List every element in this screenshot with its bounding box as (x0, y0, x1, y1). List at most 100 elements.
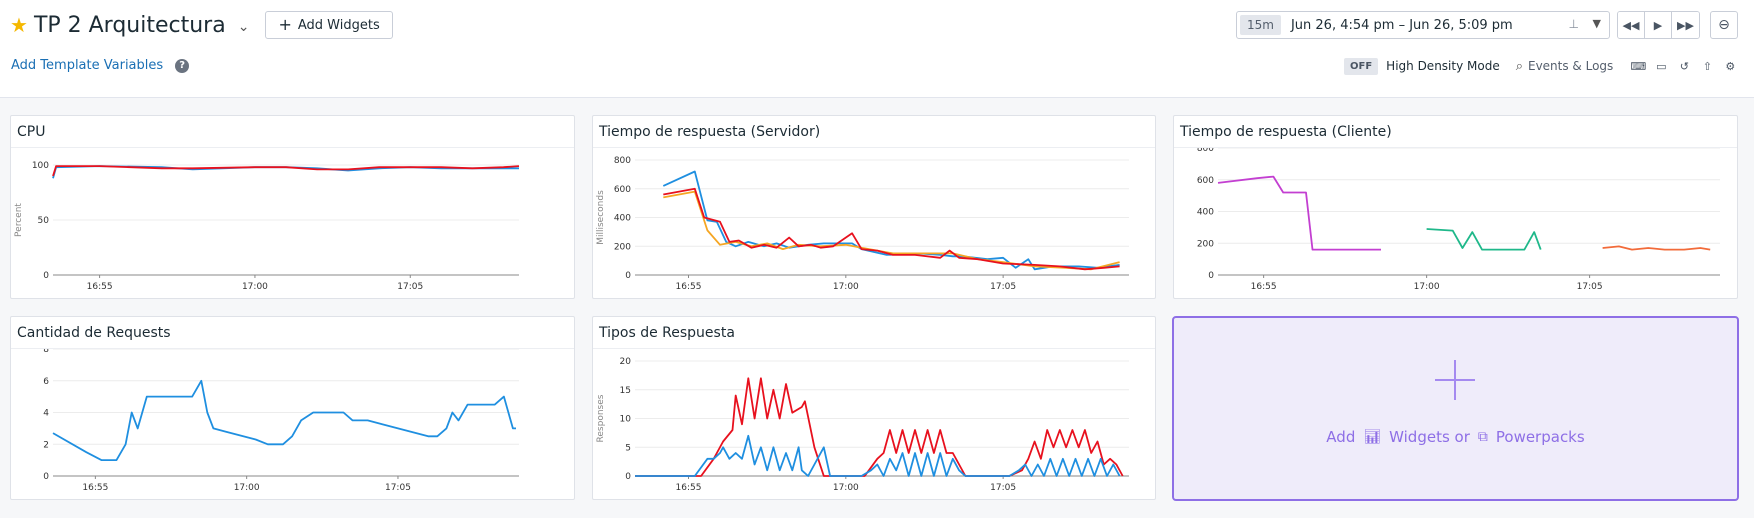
x-tick-label: 17:05 (1577, 282, 1603, 292)
add-widget-placeholder[interactable]: Add 📊︎ Widgets or ⧉ Powerpacks (1172, 316, 1739, 501)
y-tick-label: 400 (614, 214, 631, 224)
y-tick-label: 800 (1197, 148, 1214, 154)
plus-icon (1435, 360, 1475, 400)
y-tick-label: 600 (1197, 176, 1214, 186)
placeholder-add: Add (1326, 428, 1356, 446)
export-icon[interactable]: ⇧ (1702, 59, 1712, 73)
response-types-chart: 0 5 10 15 20 16:55 17:00 17:05 Responses (596, 357, 1129, 493)
series-line-2 (1602, 245, 1711, 251)
y-tick-label: 8 (43, 349, 49, 355)
placeholder-powerpacks[interactable]: Powerpacks (1495, 428, 1585, 446)
widget-title: Cantidad de Requests (17, 325, 171, 341)
dashboard-header: ★ TP 2 Arquitectura ⌄ + Add Widgets Add … (0, 0, 1754, 98)
dashboard-title[interactable]: TP 2 Arquitectura (33, 12, 226, 38)
widget-cpu[interactable]: CPU 0 50 100 16:55 17:00 17:05 Percent (10, 115, 575, 299)
time-range-text: Jun 26, 4:54 pm – Jun 26, 5:09 pm (1290, 17, 1513, 33)
plus-icon: + (278, 15, 292, 34)
y-axis-label: Milliseconds (596, 190, 606, 245)
widget-title: Tipos de Respuesta (599, 325, 735, 341)
chevron-down-icon[interactable]: ▼ (1592, 17, 1601, 30)
star-icon[interactable]: ★ (10, 13, 28, 37)
widget-title: CPU (17, 124, 46, 140)
time-range-selector[interactable]: 15m Jun 26, 4:54 pm – Jun 26, 5:09 pm ⊥ … (1236, 11, 1610, 39)
play-icon[interactable]: ▶ (1645, 12, 1672, 38)
density-toggle[interactable]: OFF (1344, 57, 1379, 75)
add-widgets-label: Add Widgets (297, 17, 380, 33)
x-tick-label: 17:00 (242, 282, 268, 292)
x-tick-label: 17:05 (397, 282, 423, 292)
x-tick-label: 16:55 (676, 483, 702, 493)
placeholder-widgets[interactable]: Widgets or (1389, 428, 1470, 446)
series-line-1 (635, 434, 1121, 477)
x-tick-label: 17:05 (385, 483, 411, 493)
help-icon[interactable]: ? (175, 58, 190, 73)
y-tick-label: 4 (43, 409, 49, 419)
client-response-chart: 0 200 400 600 800 16:55 17:00 17:05 (1197, 148, 1720, 292)
y-tick-label: 200 (1197, 239, 1214, 249)
series-line-1 (1426, 228, 1542, 251)
add-widgets-button[interactable]: + Add Widgets (265, 11, 393, 39)
x-tick-label: 16:55 (676, 282, 702, 292)
y-tick-label: 5 (625, 443, 631, 453)
y-tick-label: 0 (1208, 271, 1214, 281)
placeholder-text: Add 📊︎ Widgets or ⧉ Powerpacks (1174, 428, 1737, 446)
widget-title: Tiempo de respuesta (Servidor) (599, 124, 821, 140)
add-template-variables-link[interactable]: Add Template Variables (11, 58, 164, 73)
y-tick-label: 100 (32, 161, 49, 171)
chart-bar-icon: 📊︎ (1363, 429, 1382, 445)
search-icon[interactable]: ⌕ (1515, 58, 1523, 74)
x-tick-label: 16:55 (87, 282, 113, 292)
x-tick-label: 17:00 (833, 483, 859, 493)
toolbar-icons: ⌨ ▭ ↺ ⇧ ⚙ (1630, 59, 1737, 73)
powerpack-icon: ⧉ (1477, 429, 1488, 445)
y-tick-label: 0 (43, 271, 49, 281)
density-label: High Density Mode (1386, 59, 1500, 73)
y-tick-label: 200 (614, 242, 631, 252)
cpu-chart: 0 50 100 16:55 17:00 17:05 Percent (14, 161, 520, 292)
tv-icon[interactable]: ▭ (1656, 59, 1667, 73)
x-tick-label: 16:55 (82, 483, 108, 493)
zoom-out-icon[interactable]: ⊖ (1710, 11, 1738, 39)
series-line-0 (1217, 175, 1381, 251)
y-tick-label: 0 (43, 472, 49, 482)
y-axis-label: Responses (596, 394, 606, 442)
series-line-0 (635, 377, 1124, 477)
rewind-icon[interactable]: ◀◀ (1618, 12, 1645, 38)
widget-title: Tiempo de respuesta (Cliente) (1180, 124, 1392, 140)
widget-response-types[interactable]: Tipos de Respuesta 0 5 10 15 20 16:55 17:00 17:… (592, 316, 1156, 500)
widget-request-count[interactable]: Cantidad de Requests 0 2 4 6 8 16:55 17:00 17:0… (10, 316, 575, 500)
x-tick-label: 17:00 (833, 282, 859, 292)
y-tick-label: 800 (614, 156, 631, 166)
x-tick-label: 16:55 (1251, 282, 1277, 292)
x-tick-label: 17:00 (234, 483, 260, 493)
y-tick-label: 0 (625, 271, 631, 281)
template-row: Add Template Variables ? (11, 58, 190, 73)
title-row: ★ TP 2 Arquitectura ⌄ + Add Widgets (10, 10, 393, 40)
options-row: OFF High Density Mode ⌕ Events & Logs ⌨ … (1344, 56, 1737, 76)
request-count-chart: 0 2 4 6 8 16:55 17:00 17:05 (43, 349, 519, 493)
y-tick-label: 10 (620, 415, 632, 425)
range-badge: 15m (1240, 15, 1281, 35)
chevron-down-icon[interactable]: ⌄ (237, 19, 250, 35)
gear-icon[interactable]: ⚙ (1725, 59, 1736, 73)
pin-icon[interactable]: ⊥ (1568, 17, 1579, 31)
playback-controls: ◀◀ ▶ ▶▶ (1617, 11, 1700, 39)
y-tick-label: 600 (614, 185, 631, 195)
widget-client-response[interactable]: Tiempo de respuesta (Cliente) 0 200 400 600… (1173, 115, 1738, 299)
y-tick-label: 50 (38, 216, 50, 226)
fast-forward-icon[interactable]: ▶▶ (1672, 12, 1699, 38)
widget-server-response[interactable]: Tiempo de respuesta (Servidor) 0 200 400 60… (592, 115, 1156, 299)
x-tick-label: 17:05 (990, 483, 1016, 493)
y-tick-label: 20 (620, 357, 632, 367)
series-line-0 (52, 379, 516, 461)
y-tick-label: 0 (625, 472, 631, 482)
server-response-chart: 0 200 400 600 800 16:55 17:00 17:05 Milliseconds (596, 156, 1129, 292)
x-tick-label: 17:00 (1414, 282, 1440, 292)
series-line-1 (663, 190, 1120, 271)
events-logs-button[interactable]: Events & Logs (1527, 59, 1614, 73)
series-line-2 (663, 187, 1120, 271)
series-line-1 (52, 165, 520, 177)
keyboard-icon[interactable]: ⌨ (1630, 59, 1647, 73)
y-tick-label: 15 (620, 386, 631, 396)
history-icon[interactable]: ↺ (1679, 59, 1689, 73)
